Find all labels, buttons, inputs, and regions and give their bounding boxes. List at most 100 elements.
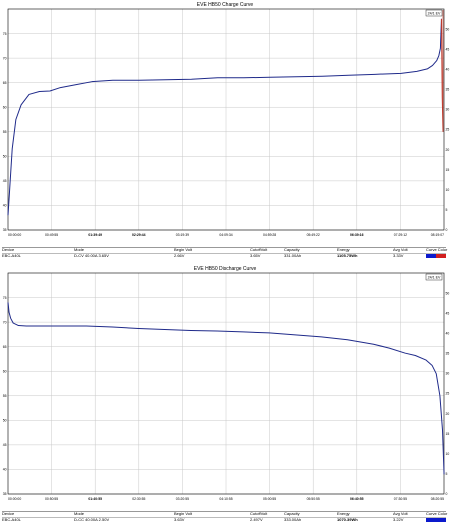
legend-badge-box: [425, 273, 443, 281]
x-tick-label: 02:30:55: [132, 497, 145, 501]
info-header: Capacity: [284, 247, 300, 252]
x-tick-label: 07:29:12: [394, 233, 407, 237]
grid: [8, 273, 444, 495]
info-header: Curve Color: [426, 247, 448, 252]
info-header: Mode: [74, 247, 85, 252]
x-tick-label: 04:59:28: [263, 233, 276, 237]
info-header: CutoffVolt: [250, 247, 268, 252]
info-header: Device: [2, 511, 15, 516]
x-axis: 00:00:00 00:50:55 01:40:55 02:30:55 03:20:55…: [8, 497, 444, 501]
info-header: Curve Color: [426, 511, 448, 516]
x-tick-label: 02:29:44: [132, 233, 146, 237]
y-axis-left: 35 40 45 50 55 60 65 70 75: [3, 296, 7, 496]
x-tick-label: 06:40:55: [350, 497, 364, 501]
series-group: [7, 10, 444, 216]
info-value: 3.33V: [393, 253, 404, 258]
y-right-tick-label: 10: [446, 452, 450, 456]
y-tick-label: 40: [3, 468, 7, 472]
info-value: 2.497V: [250, 517, 263, 522]
y-axis-left: 35 40 45 50 55 60 65 70 75: [3, 32, 7, 232]
info-value: 333.00Ah: [284, 517, 302, 522]
legend-badge-box: [425, 9, 443, 17]
y-right-tick-label: 15: [446, 168, 450, 172]
x-tick-label: 01:40:55: [88, 497, 102, 501]
x-tick-label: 00:50:55: [45, 497, 58, 501]
y-tick-label: 50: [3, 155, 7, 159]
x-tick-label: 03:20:55: [176, 497, 189, 501]
discharge-info-table: Device EBC-A40L Mode D-CC 40.00A 2.50V Begin…: [2, 511, 448, 525]
info-value: 1105.75Wh: [337, 253, 358, 258]
info-value: 3.22V: [393, 517, 404, 522]
y-tick-label: 65: [3, 81, 7, 85]
y-right-tick-label: 5: [446, 208, 448, 212]
y-tick-label: 75: [3, 32, 7, 36]
x-tick-label: 00:00:00: [8, 497, 21, 501]
info-value: 331.00Ah: [284, 253, 302, 258]
curve-color-swatch: [436, 518, 446, 522]
info-header: Begin Volt: [174, 511, 193, 516]
y-right-tick-label: 15: [446, 432, 450, 436]
x-tick-label: 01:39:49: [88, 233, 102, 237]
y-tick-label: 50: [3, 419, 7, 423]
x-tick-label: 05:00:55: [263, 497, 276, 501]
legend-badge: 24/1 EV: [428, 11, 441, 15]
charge-info-table: Device EBC-A40L Mode D-CV 40.00A 3.65V Begin…: [2, 247, 448, 261]
info-value: EBC-A40L: [2, 253, 21, 258]
x-tick-label: 07:30:55: [394, 497, 407, 501]
y-right-tick-label: 20: [446, 148, 450, 152]
discharge-chart-plot: EVE HB50 Discharge Curve 354045505560657…: [3, 266, 450, 501]
y-right-tick-label: 40: [446, 331, 450, 335]
x-tick-label: 03:19:39: [176, 233, 189, 237]
info-header: Capacity: [284, 511, 300, 516]
table-divider: [2, 253, 446, 254]
x-tick-label: 08:19:07: [431, 233, 444, 237]
y-axis-right: 0 5 10 15 20 25 30 35 40 45 50: [446, 27, 450, 232]
curve-color-swatch: [436, 254, 446, 258]
y-right-tick-label: 10: [446, 188, 450, 192]
y-right-tick-label: 20: [446, 412, 450, 416]
x-tick-label: 08:20:55: [431, 497, 444, 501]
info-header: Energy: [337, 511, 350, 516]
x-tick-label: 00:49:55: [45, 233, 58, 237]
y-tick-label: 75: [3, 296, 7, 300]
chart-title: EVE HB50 Charge Curve: [197, 2, 254, 8]
charge-chart-plot: EVE HB50 Charge Curve 354045505560657075…: [3, 2, 450, 237]
y-axis-right: 0 5 10 15 20 25 30 35 40 45 50: [446, 291, 450, 496]
series-line-0: [7, 302, 445, 475]
info-header: Avg Volt: [393, 247, 408, 252]
x-tick-label: 05:49:22: [307, 233, 320, 237]
x-tick-label: 06:39:16: [350, 233, 364, 237]
info-header: Begin Volt: [174, 247, 193, 252]
info-value: 2.66V: [174, 253, 185, 258]
y-tick-label: 65: [3, 345, 7, 349]
series-line-0: [7, 18, 442, 216]
plot-frame: [7, 8, 445, 231]
plot-frame: [7, 272, 445, 495]
info-value: 3.65V: [250, 253, 261, 258]
y-tick-label: 40: [3, 204, 7, 208]
y-right-tick-label: 50: [446, 27, 450, 31]
info-value: 1070.39Wh: [337, 517, 358, 522]
x-tick-label: 05:50:55: [307, 497, 320, 501]
y-right-tick-label: 40: [446, 67, 450, 71]
grid: [8, 9, 444, 231]
info-header: Energy: [337, 247, 350, 252]
curve-color-swatch: [426, 254, 436, 258]
y-tick-label: 60: [3, 369, 7, 373]
y-right-tick-label: 45: [446, 47, 450, 51]
info-header: Mode: [74, 511, 85, 516]
x-tick-label: 04:10:55: [219, 497, 232, 501]
y-right-tick-label: 30: [446, 372, 450, 376]
y-tick-label: 35: [3, 228, 7, 232]
y-right-tick-label: 30: [446, 108, 450, 112]
legend-badge: 24/1 EV: [428, 275, 441, 279]
y-tick-label: 55: [3, 130, 7, 134]
y-tick-label: 70: [3, 320, 7, 324]
chart-title: EVE HB50 Discharge Curve: [194, 266, 257, 272]
info-header: Device: [2, 247, 15, 252]
y-right-tick-label: 0: [446, 492, 448, 496]
y-right-tick-label: 35: [446, 88, 450, 92]
table-divider: [2, 247, 446, 248]
info-value: D-CV 40.00A 3.65V: [74, 253, 109, 258]
